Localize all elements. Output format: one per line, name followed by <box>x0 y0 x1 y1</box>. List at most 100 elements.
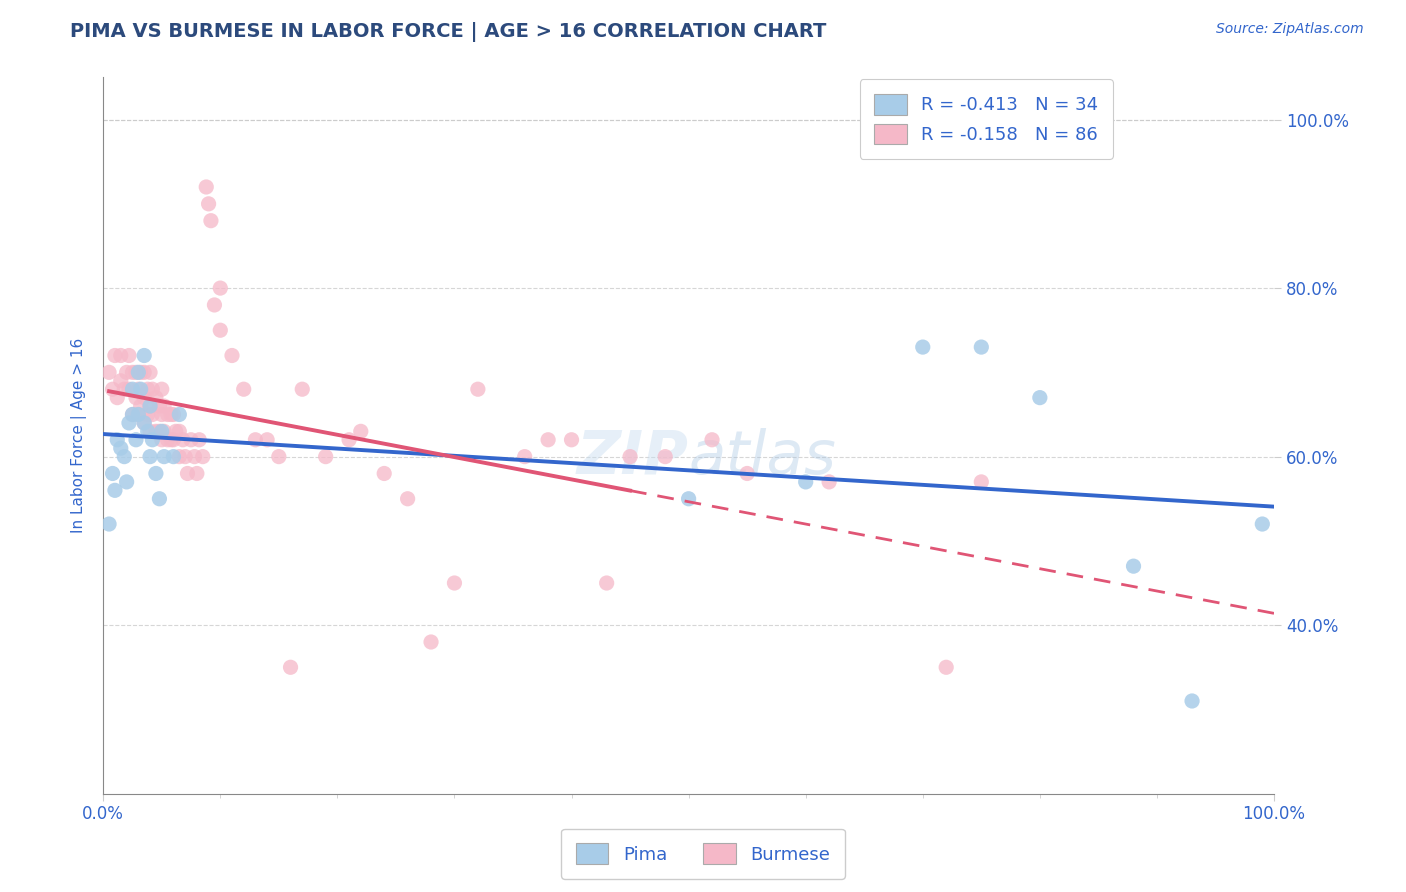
Point <box>162 433 184 447</box>
Point <box>291 382 314 396</box>
Point <box>150 433 173 447</box>
Point <box>118 382 141 396</box>
Point <box>654 450 676 464</box>
Point <box>209 323 232 337</box>
Point <box>619 450 641 464</box>
Point <box>139 365 162 379</box>
Point <box>204 298 226 312</box>
Point <box>129 382 152 396</box>
Point <box>256 433 278 447</box>
Point <box>129 365 152 379</box>
Point <box>176 467 198 481</box>
Point <box>125 391 148 405</box>
Point <box>169 425 191 439</box>
Point <box>105 433 128 447</box>
Y-axis label: In Labor Force | Age > 16: In Labor Force | Age > 16 <box>72 338 87 533</box>
Point <box>156 433 179 447</box>
Point <box>134 349 156 363</box>
Point <box>136 408 159 422</box>
Point <box>373 467 395 481</box>
Point <box>350 425 373 439</box>
Point <box>169 450 191 464</box>
Point <box>160 408 183 422</box>
Point <box>150 408 173 422</box>
Point <box>1181 694 1204 708</box>
Point <box>134 365 156 379</box>
Point <box>121 365 143 379</box>
Point <box>134 416 156 430</box>
Point <box>221 349 243 363</box>
Point <box>134 416 156 430</box>
Point <box>153 399 176 413</box>
Point <box>125 365 148 379</box>
Point <box>104 349 127 363</box>
Point <box>115 475 138 489</box>
Point <box>935 660 957 674</box>
Point <box>121 408 143 422</box>
Point <box>911 340 934 354</box>
Point <box>197 197 219 211</box>
Point <box>139 399 162 413</box>
Point <box>118 349 141 363</box>
Point <box>98 365 121 379</box>
Point <box>420 635 443 649</box>
Text: Source: ZipAtlas.com: Source: ZipAtlas.com <box>1216 22 1364 37</box>
Point <box>280 660 302 674</box>
Point <box>200 213 222 227</box>
Point <box>115 365 138 379</box>
Point <box>112 450 135 464</box>
Point <box>467 382 489 396</box>
Point <box>315 450 337 464</box>
Point <box>1122 559 1144 574</box>
Point <box>127 365 149 379</box>
Point <box>169 408 191 422</box>
Text: PIMA VS BURMESE IN LABOR FORCE | AGE > 16 CORRELATION CHART: PIMA VS BURMESE IN LABOR FORCE | AGE > 1… <box>70 22 827 42</box>
Point <box>794 475 817 489</box>
Point <box>145 391 167 405</box>
Point <box>165 425 187 439</box>
Point <box>443 576 465 591</box>
Point <box>153 450 176 464</box>
Point <box>537 433 560 447</box>
Point <box>141 382 163 396</box>
Point <box>125 433 148 447</box>
Point <box>127 408 149 422</box>
Point <box>156 408 179 422</box>
Point <box>127 382 149 396</box>
Point <box>110 441 132 455</box>
Point <box>191 450 214 464</box>
Point <box>186 467 208 481</box>
Point <box>183 450 205 464</box>
Point <box>127 408 149 422</box>
Point <box>195 180 218 194</box>
Point <box>970 475 993 489</box>
Point <box>118 416 141 430</box>
Point <box>678 491 700 506</box>
Point <box>145 425 167 439</box>
Point <box>700 433 723 447</box>
Point <box>513 450 536 464</box>
Point <box>162 450 184 464</box>
Point <box>162 408 184 422</box>
Point <box>141 408 163 422</box>
Point <box>267 450 290 464</box>
Point <box>98 516 121 531</box>
Point <box>101 467 124 481</box>
Point <box>105 391 128 405</box>
Text: ZIP: ZIP <box>576 427 689 486</box>
Point <box>101 382 124 396</box>
Point <box>148 399 170 413</box>
Point <box>153 425 176 439</box>
Point <box>180 433 202 447</box>
Point <box>337 433 360 447</box>
Point <box>970 340 993 354</box>
Point <box>129 399 152 413</box>
Point <box>245 433 267 447</box>
Legend: Pima, Burmese: Pima, Burmese <box>561 829 845 879</box>
Point <box>139 425 162 439</box>
Point <box>141 433 163 447</box>
Point <box>209 281 232 295</box>
Point <box>148 425 170 439</box>
Point <box>121 382 143 396</box>
Point <box>735 467 758 481</box>
